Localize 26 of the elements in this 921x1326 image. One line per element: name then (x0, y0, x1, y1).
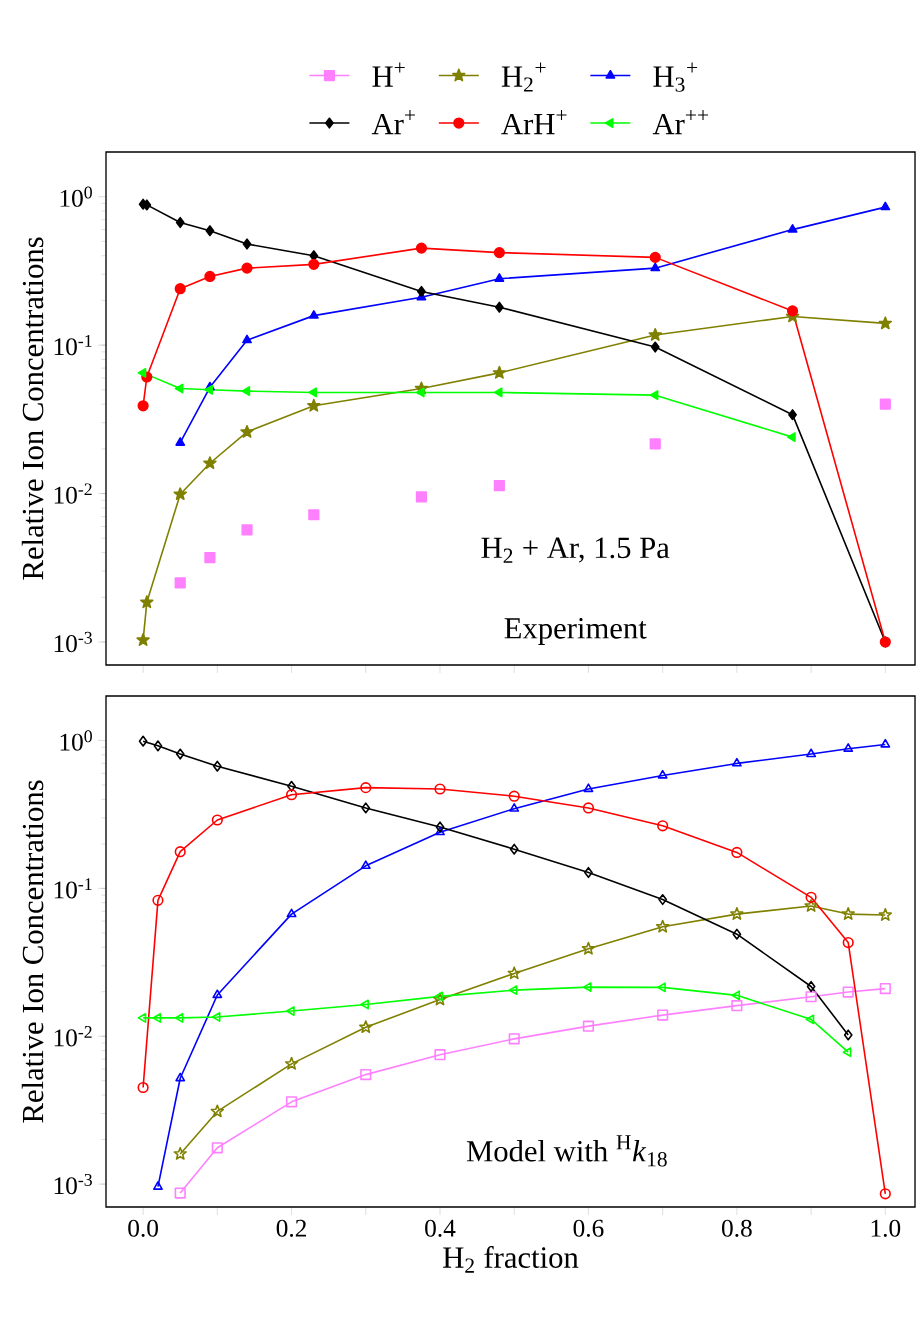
x-tick-label: 0.2 (276, 1219, 306, 1237)
y-axis-title: Relative Ion Concentrations (21, 780, 44, 1123)
x-tick-label: 0.6 (573, 1219, 604, 1237)
y-tick-label: 10$^{-3}$ (54, 631, 92, 653)
x-tick-label: 0.0 (128, 1219, 158, 1237)
legend-label: H$_{2}$+ (501, 62, 546, 92)
y-tick-label: 10$^{0}$ (60, 186, 92, 207)
y-tick-label: 10$^{-1}$ (54, 878, 92, 899)
x-axis-title: H$_{2}$ fraction (443, 1246, 579, 1273)
legend-label: Ar$^{++}$ (652, 109, 709, 135)
legend-label: Ar$^{+}$ (371, 109, 415, 135)
annotation: H$_{2}$ + Ar, 1.5 Pa (481, 537, 670, 563)
y-tick-label: 10$^{0}$ (60, 730, 92, 751)
x-tick-label: 0.4 (425, 1219, 456, 1237)
legend-label: ArH$^{+}$ (501, 109, 567, 135)
y-tick-label: 10$^{-2}$ (54, 483, 92, 504)
x-tick-label: 0.8 (722, 1219, 752, 1237)
y-tick-label: 10$^{-2}$ (54, 1026, 92, 1047)
x-tick-label: 1.0 (871, 1219, 901, 1237)
y-axis-title: Relative Ion Concentrations (21, 237, 44, 580)
legend-label: H$^{+}$ (372, 62, 405, 87)
annotation: Model with $^{H}$k$_{18}$ (466, 1135, 667, 1167)
annotation: Experiment (504, 618, 647, 645)
legend-label: H$_{3}$+ (653, 62, 698, 92)
y-tick-label: 10$^{-1}$ (54, 334, 92, 356)
y-tick-label: 10$^{-3}$ (54, 1173, 92, 1195)
